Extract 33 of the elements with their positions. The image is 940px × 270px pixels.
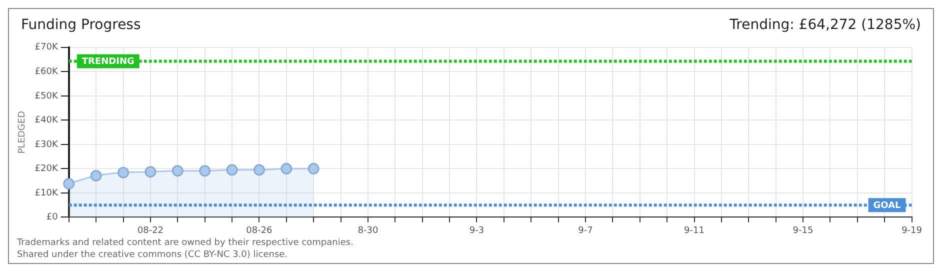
y-tick-label: £20K <box>34 164 59 174</box>
text: Shared under the creative commons (CC BY-NC 3.0) license. <box>17 249 289 261</box>
y-axis-title: PLEDGED <box>18 110 28 154</box>
y-tick-label: £0 <box>46 212 58 223</box>
point <box>144 166 156 178</box>
x-tick-label: 9-3 <box>469 226 484 236</box>
y-tick-label: £70K <box>34 42 59 53</box>
x-tick-label: 8-30 <box>358 226 378 236</box>
x-tick-label: 9-7 <box>578 226 593 236</box>
point <box>199 165 211 177</box>
chart-title: Funding Progress <box>21 17 141 33</box>
point <box>226 164 238 176</box>
x-tick-label: 08-22 <box>137 226 164 236</box>
x-tick-label: 9-11 <box>684 226 704 236</box>
point <box>308 162 320 174</box>
point <box>90 170 102 182</box>
y-tick-label: £60K <box>34 67 59 77</box>
point <box>172 165 184 177</box>
y-tick-label: £40K <box>34 116 59 126</box>
text: Trademarks and related content are owned by their respective companies. <box>17 237 354 249</box>
text: Trending: £64,272 (1285%) <box>730 17 921 33</box>
y-tick-label: £30K <box>34 140 59 150</box>
y-tick-label: £50K <box>34 91 59 102</box>
point <box>280 162 292 174</box>
point <box>253 164 265 176</box>
point <box>118 166 130 178</box>
ref-line-label: TRENDING <box>82 57 134 68</box>
x-tick-label: 9-19 <box>902 226 922 236</box>
x-tick-label: 08-26 <box>246 226 273 236</box>
x-tick-label: 9-15 <box>792 226 814 236</box>
point <box>63 178 75 190</box>
ref-line-label: GOAL <box>873 200 902 211</box>
y-tick-label: £10K <box>34 188 59 198</box>
